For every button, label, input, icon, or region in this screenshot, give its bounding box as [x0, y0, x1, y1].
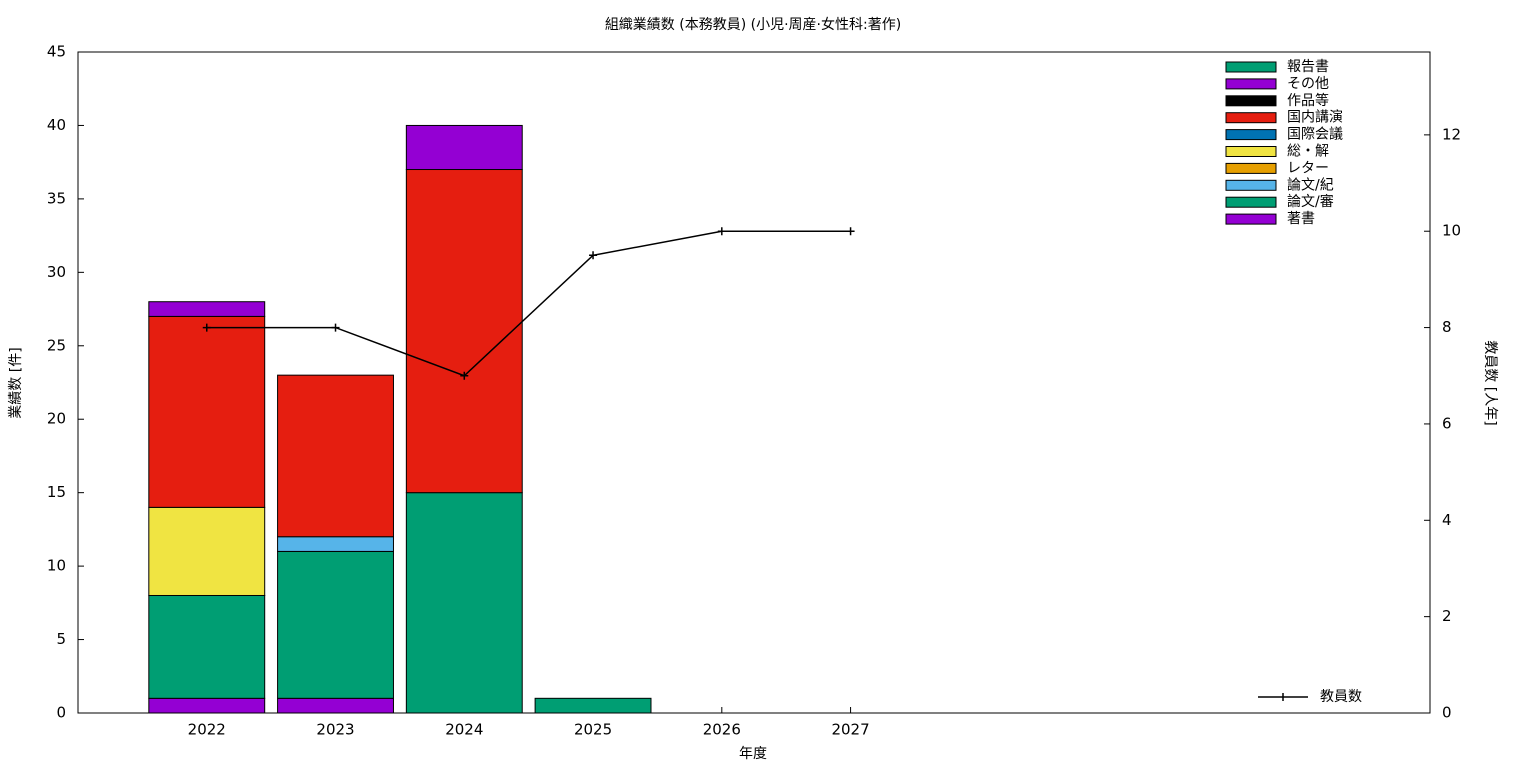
bar-segment	[148, 697, 266, 714]
bar-segment	[405, 124, 523, 171]
y2-tick-label: 8	[1442, 318, 1452, 336]
x-axis-label: 年度	[739, 746, 767, 762]
bar-segment	[277, 550, 394, 699]
line-point	[846, 227, 855, 236]
line-point	[331, 323, 340, 332]
legend-label: 報告書	[1287, 59, 1329, 75]
legend-label: 総・解	[1287, 144, 1329, 160]
legend-swatch	[1225, 162, 1277, 174]
legend-swatch	[1225, 179, 1277, 191]
legend-swatch	[1225, 112, 1277, 124]
bar-segment	[148, 506, 266, 596]
chart-title: 組織業績数 (本務教員) (小児·周産·女性科:著作)	[605, 16, 901, 33]
line-point	[460, 371, 469, 380]
bar-segment	[277, 697, 394, 714]
y2-tick-label: 4	[1442, 511, 1452, 529]
x-tick-label: 2023	[316, 721, 354, 739]
y2-tick-label: 0	[1442, 704, 1452, 722]
legend-label: 教員数	[1320, 689, 1362, 705]
x-tick-label: 2024	[445, 721, 483, 739]
bar-segment	[534, 697, 652, 714]
bar-segment	[148, 301, 266, 317]
x-tick-label: 2025	[574, 721, 612, 739]
bar-segment	[148, 315, 266, 508]
bar-segment	[148, 594, 266, 699]
bar-segment	[405, 169, 523, 494]
y-tick-label: 45	[47, 43, 66, 61]
y-tick-label: 30	[47, 263, 66, 281]
legend-swatch	[1225, 146, 1277, 157]
x-tick-label: 2026	[703, 721, 741, 739]
legend-swatch	[1225, 196, 1277, 208]
legend-swatch	[1225, 213, 1277, 225]
plot-frame	[77, 51, 1431, 714]
legend-swatch	[1225, 78, 1277, 90]
legend-label: 論文/審	[1287, 194, 1334, 210]
y-tick-label: 20	[47, 410, 66, 428]
line-point	[589, 251, 598, 260]
y2-tick-label: 10	[1442, 222, 1461, 240]
x-tick-label: 2022	[188, 721, 226, 739]
line-point	[202, 323, 211, 332]
legend-swatch	[1225, 61, 1277, 73]
y-tick-label: 5	[56, 630, 66, 648]
legend-label: 国際会議	[1287, 126, 1343, 143]
y2-axis-label: 教員数 [人年]	[1482, 340, 1498, 425]
legend-label: 著書	[1287, 211, 1315, 227]
y-tick-label: 15	[47, 483, 66, 501]
y-tick-label: 35	[47, 189, 66, 207]
legend-swatch	[1225, 95, 1277, 107]
legend-label: その他	[1287, 76, 1329, 92]
legend-label: 論文/紀	[1287, 177, 1334, 193]
y-axis-label: 業績数 [件]	[8, 347, 24, 418]
y2-tick-label: 6	[1442, 414, 1452, 432]
y2-tick-label: 12	[1442, 125, 1461, 143]
x-tick-label: 2027	[831, 721, 869, 739]
line	[206, 230, 851, 377]
bar-segment	[277, 536, 394, 552]
y-tick-label: 25	[47, 336, 66, 354]
y-tick-label: 40	[47, 116, 66, 134]
y-tick-label: 0	[56, 704, 66, 722]
bar-segment	[405, 492, 523, 714]
line-point	[717, 227, 726, 236]
bar-segment	[277, 374, 394, 538]
y2-tick-label: 2	[1442, 607, 1452, 625]
legend-label: 作品等	[1287, 92, 1329, 109]
legend-label: レター	[1287, 160, 1329, 176]
legend-swatch	[1225, 129, 1277, 141]
legend-label: 国内講演	[1287, 110, 1343, 126]
legend-line	[1258, 693, 1308, 701]
y-tick-label: 10	[47, 557, 66, 575]
